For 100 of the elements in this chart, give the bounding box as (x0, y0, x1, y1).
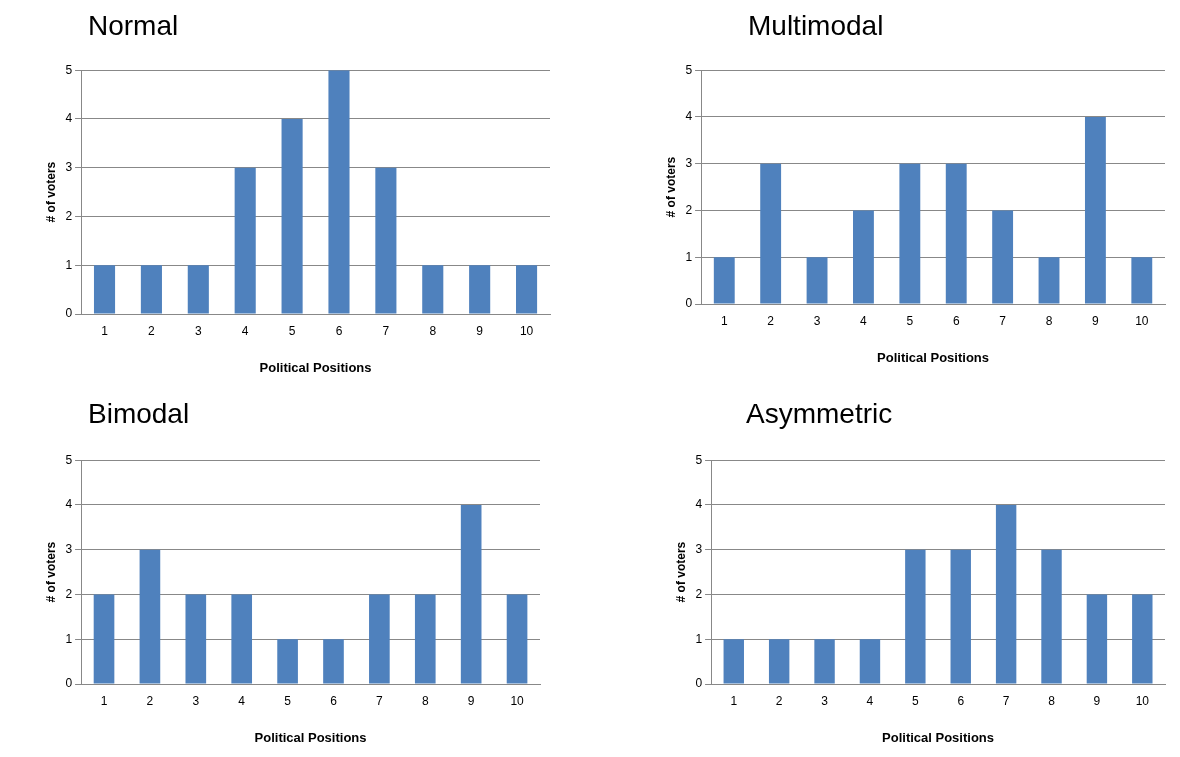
bar (139, 549, 161, 684)
x-tick-label: 3 (192, 693, 200, 708)
y-tick-label: 0 (685, 296, 693, 311)
x-axis-title: Political Positions (259, 359, 372, 375)
x-tick-label: 4 (238, 693, 246, 708)
bar (899, 163, 921, 304)
x-tick-label: 8 (421, 693, 429, 708)
chart-title: Bimodal (88, 398, 190, 430)
y-tick-label: 0 (65, 306, 73, 321)
bar (414, 594, 436, 684)
bar (422, 265, 444, 314)
x-tick-label: 10 (510, 693, 525, 708)
y-axis-title: # of voters (673, 541, 688, 603)
y-tick-label: 0 (695, 676, 703, 691)
x-tick-label: 5 (288, 323, 296, 338)
x-tick-label: 9 (1092, 313, 1100, 328)
bar (1038, 257, 1060, 304)
x-tick-label: 6 (335, 323, 343, 338)
y-tick-label: 1 (65, 257, 73, 272)
x-tick-label: 2 (146, 693, 154, 708)
x-tick-label: 7 (999, 313, 1007, 328)
x-tick-label: 1 (720, 313, 728, 328)
x-tick-label: 1 (100, 693, 108, 708)
bar (853, 210, 874, 304)
bar (1131, 257, 1153, 304)
bar (281, 118, 303, 314)
bar (234, 167, 256, 314)
bar (185, 594, 207, 684)
bar (369, 594, 390, 684)
x-tick-label: 6 (957, 693, 965, 708)
x-tick-label: 4 (866, 693, 874, 708)
y-tick-label: 3 (65, 160, 73, 175)
bar (950, 549, 971, 684)
bar (905, 549, 926, 684)
y-tick-label: 4 (695, 497, 703, 512)
x-tick-label: 8 (1045, 313, 1053, 328)
x-tick-label: 10 (519, 323, 534, 338)
y-tick-label: 2 (695, 586, 703, 601)
bar (375, 167, 397, 314)
x-tick-label: 10 (1135, 313, 1149, 328)
bar (723, 639, 744, 684)
x-tick-label: 1 (730, 693, 738, 708)
chart-title: Normal (88, 10, 179, 42)
x-tick-label: 5 (284, 693, 292, 708)
bar (460, 504, 482, 684)
bar (1132, 594, 1153, 684)
y-tick-label: 4 (65, 497, 73, 512)
bar (806, 257, 828, 304)
x-tick-label: 3 (194, 323, 202, 338)
y-tick-label: 4 (685, 109, 693, 124)
y-tick-label: 3 (65, 542, 73, 557)
bar (1041, 549, 1062, 684)
y-tick-label: 1 (685, 249, 693, 264)
x-tick-label: 5 (906, 313, 914, 328)
x-tick-label: 2 (775, 693, 783, 708)
y-tick-label: 3 (695, 542, 703, 557)
x-tick-label: 7 (382, 323, 390, 338)
x-tick-label: 10 (1135, 693, 1150, 708)
bar (469, 265, 491, 314)
chart-title: Multimodal (748, 10, 884, 42)
x-axis-title: Political Positions (882, 729, 995, 745)
x-axis-title: Political Positions (877, 349, 990, 365)
y-axis-title: # of voters (43, 541, 58, 603)
bar (1084, 116, 1106, 304)
x-tick-label: 4 (241, 323, 249, 338)
x-tick-label: 4 (860, 313, 868, 328)
x-tick-label: 9 (467, 693, 475, 708)
y-tick-label: 3 (685, 156, 693, 171)
x-tick-label: 8 (429, 323, 437, 338)
bar (859, 639, 881, 684)
x-tick-label: 6 (952, 313, 960, 328)
bar (760, 163, 782, 304)
bar (506, 594, 528, 684)
bar (140, 265, 162, 314)
bar (328, 70, 350, 314)
x-tick-label: 2 (148, 323, 156, 338)
bar (768, 639, 790, 684)
chart-title: Asymmetric (746, 398, 893, 430)
y-axis-title: # of voters (663, 156, 678, 218)
x-tick-label: 1 (101, 323, 109, 338)
bar (1086, 594, 1108, 684)
x-tick-label: 5 (912, 693, 919, 708)
bar (995, 504, 1017, 684)
y-tick-label: 2 (65, 586, 73, 601)
y-tick-label: 0 (65, 676, 73, 691)
y-tick-label: 2 (685, 202, 693, 217)
x-tick-label: 7 (1002, 693, 1010, 708)
bar (945, 163, 967, 304)
bar (516, 265, 538, 314)
y-tick-label: 5 (695, 452, 703, 467)
bar (93, 265, 116, 314)
x-tick-label: 7 (376, 693, 384, 708)
y-tick-label: 4 (65, 111, 73, 126)
bar (992, 210, 1014, 304)
x-tick-label: 2 (767, 313, 775, 328)
x-tick-label: 8 (1048, 693, 1056, 708)
x-tick-label: 6 (330, 693, 338, 708)
x-tick-label: 9 (1093, 693, 1101, 708)
bar (323, 639, 344, 684)
x-tick-label: 9 (476, 323, 484, 338)
